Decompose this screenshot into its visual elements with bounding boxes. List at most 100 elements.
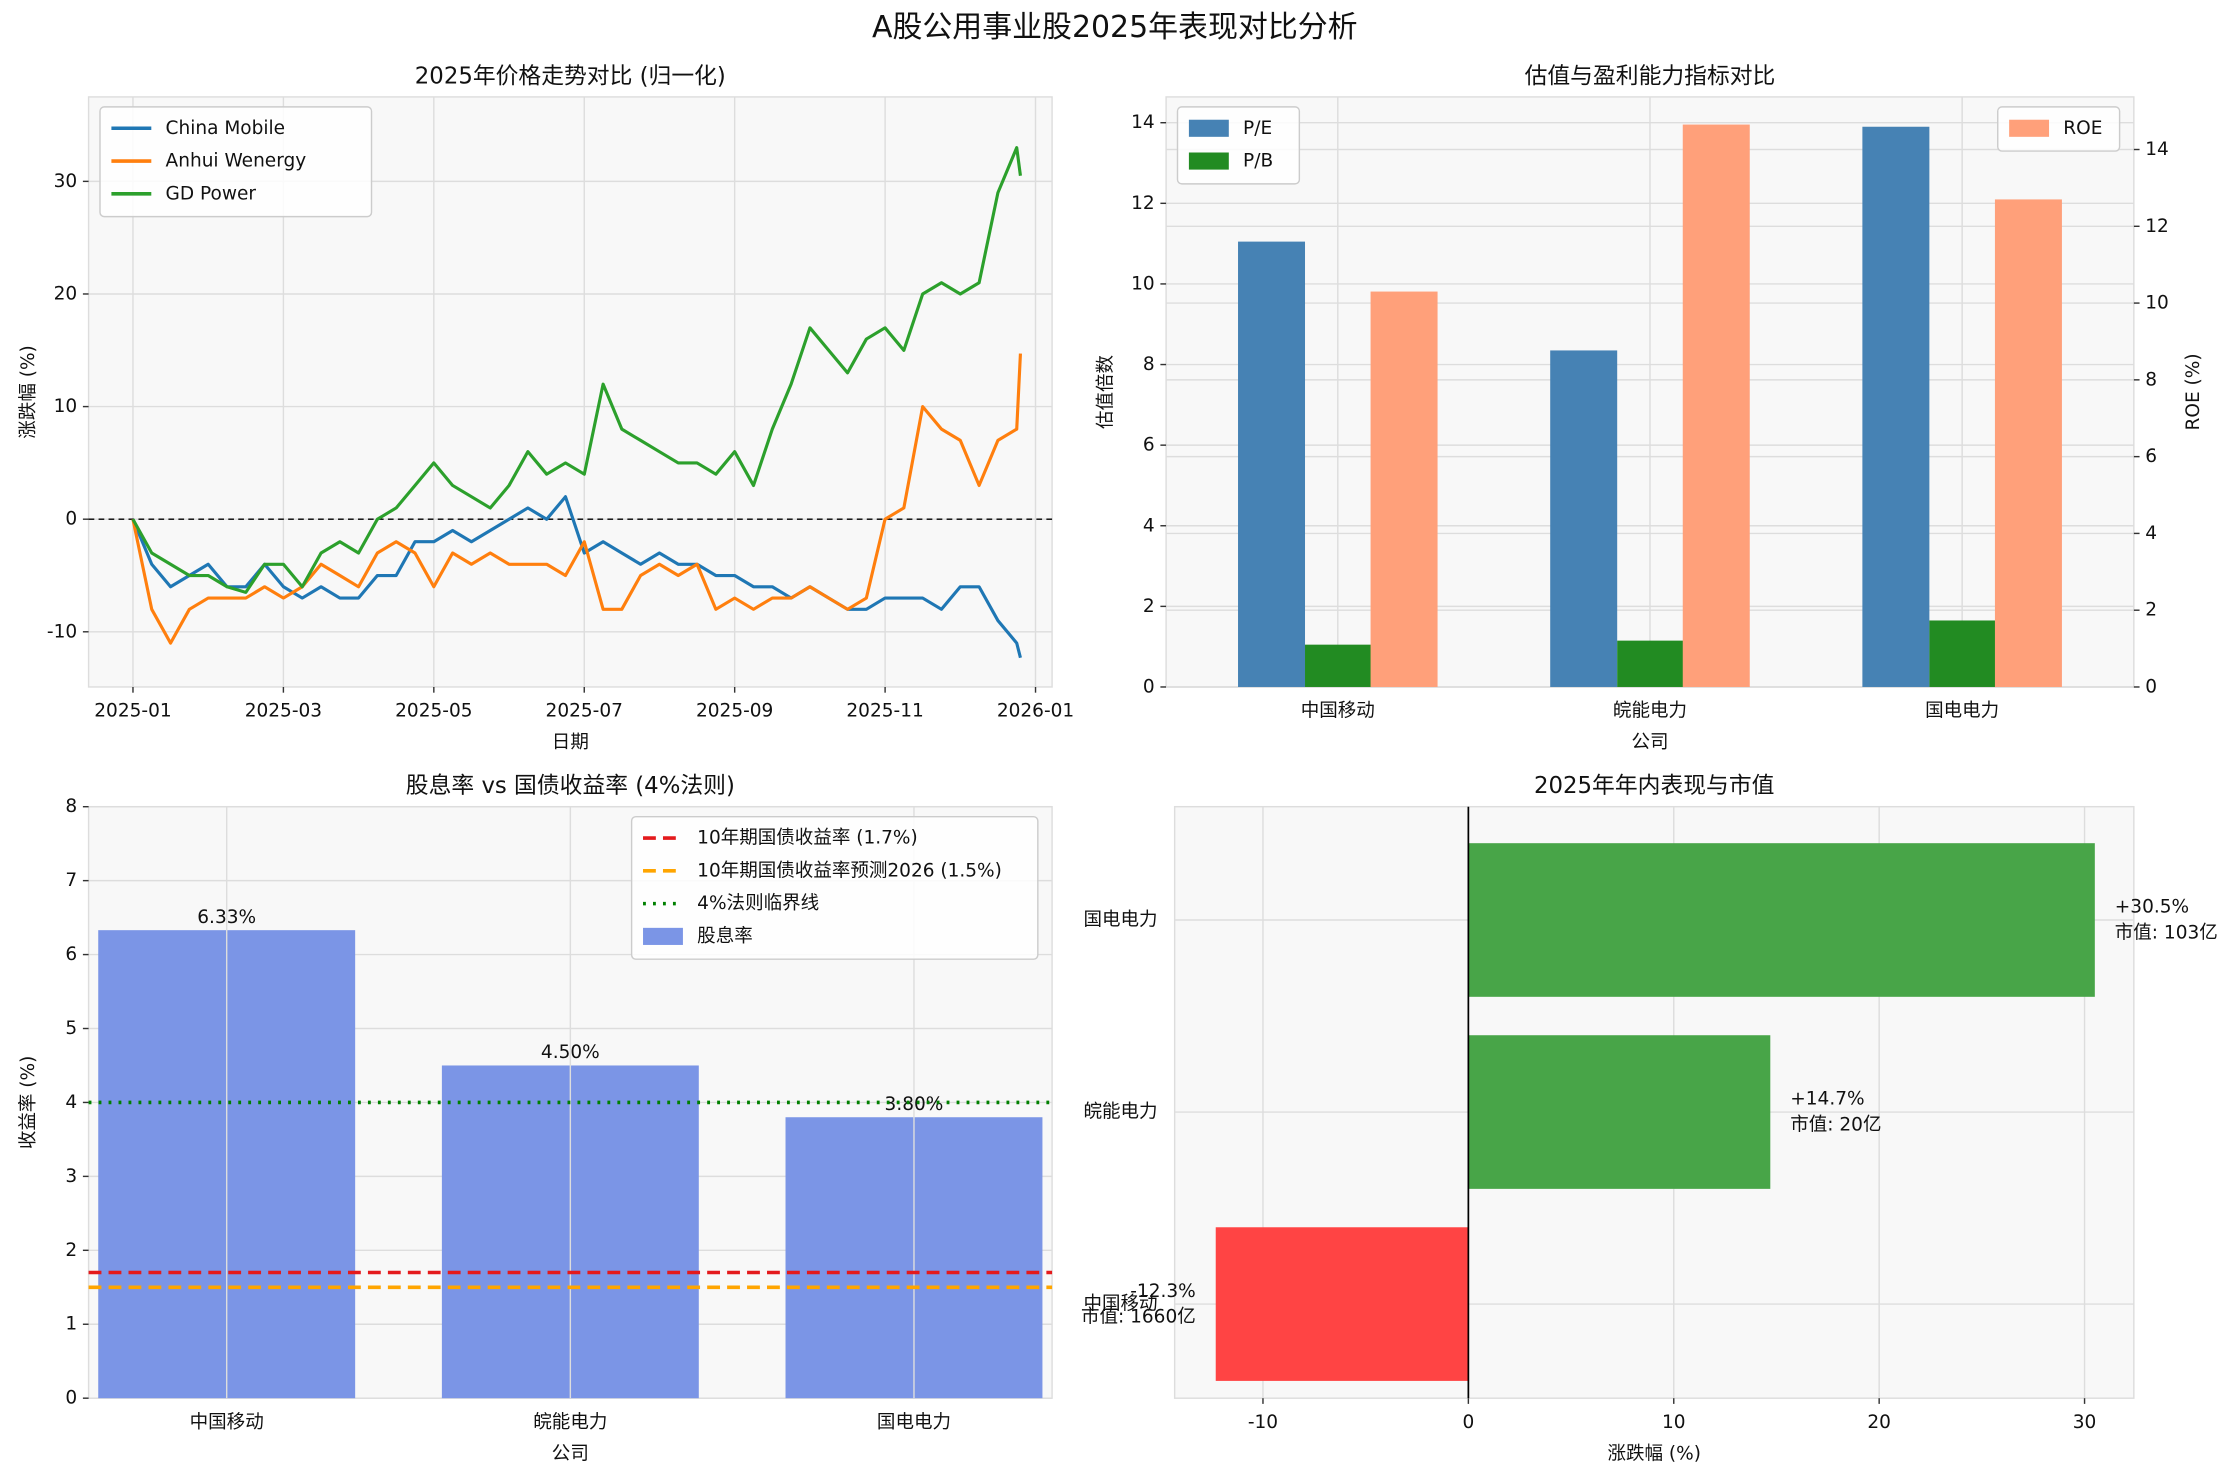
annotation: 市值: 103亿 [2115, 922, 2218, 943]
x-tick-label: 2026-01 [997, 701, 1074, 722]
y-tick-label: 中国移动 [1083, 1294, 1157, 1315]
subplot-title: 2025年价格走势对比 (归一化) [415, 63, 726, 89]
y-tick-label: 4 [2145, 523, 2157, 544]
y-tick-label: 4 [65, 1092, 77, 1113]
y-tick-label: 20 [54, 283, 78, 304]
y-tick-label: 2 [2145, 600, 2157, 621]
y-tick-label: 0 [2145, 676, 2157, 697]
x-tick-label: 中国移动 [190, 1412, 264, 1433]
bar [1929, 620, 1997, 687]
y-tick-label: 30 [54, 171, 78, 192]
series-line [131, 353, 1023, 645]
legend-label: GD Power [166, 183, 257, 204]
y-tick-label: 6 [1143, 435, 1155, 456]
bar [1682, 124, 1750, 687]
legend-swatch [643, 927, 683, 945]
y-tick-label: 14 [2145, 139, 2169, 160]
bar [1468, 843, 2095, 997]
annotation: 市值: 20亿 [1790, 1114, 1881, 1135]
legend-label: ROE [2063, 118, 2102, 139]
x-tick-label: 2025-07 [546, 701, 623, 722]
y-tick-label: 2 [1143, 596, 1155, 617]
x-tick-label: 20 [1867, 1412, 1891, 1433]
x-axis-label: 涨跌幅 (%) [1608, 1443, 1701, 1464]
legend-box [630, 815, 1039, 960]
y-tick-label: 0 [1143, 676, 1155, 697]
value-label: +14.7% [1790, 1089, 1864, 1110]
bar [1468, 1035, 1771, 1189]
y-tick-label: 10 [54, 396, 78, 417]
y-tick-label: -10 [47, 621, 77, 642]
y-tick-label: 1 [65, 1314, 77, 1335]
legend-label: 10年期国债收益率预测2026 (1.5%) [697, 860, 1002, 881]
y-tick-label: 10 [2145, 293, 2169, 314]
y-tick-label: 4 [1143, 515, 1155, 536]
value-label: 6.33% [197, 907, 256, 928]
x-axis-label: 日期 [552, 732, 589, 753]
legend-box [1997, 106, 2121, 152]
subplot-title: 股息率 vs 国债收益率 (4%法则) [406, 773, 735, 799]
x-tick-label: 皖能电力 [1613, 701, 1687, 722]
legend-swatch [1188, 152, 1229, 170]
y-tick-label: 0 [65, 509, 77, 530]
x-tick-label: 2025-01 [94, 701, 171, 722]
legend-box [1176, 106, 1301, 185]
y-tick-label: 12 [1131, 193, 1155, 214]
value-label: 3.80% [885, 1094, 944, 1115]
x-tick-label: 国电电力 [1925, 701, 1999, 722]
y-tick-label: 7 [65, 870, 77, 891]
legend-box [99, 106, 373, 218]
y-tick-label: 6 [65, 944, 77, 965]
legend-swatch [1188, 119, 1229, 137]
x-tick-label: 皖能电力 [533, 1412, 607, 1433]
x-axis-label: 公司 [1631, 732, 1668, 753]
bar [1617, 640, 1685, 687]
y-tick-label: 8 [1143, 354, 1155, 375]
annotation: 市值: 1660亿 [1081, 1306, 1196, 1327]
x-tick-label: 30 [2073, 1412, 2097, 1433]
y-tick-label: 5 [65, 1018, 77, 1039]
y-tick-label: 0 [65, 1388, 77, 1409]
x-tick-label: 2025-11 [846, 701, 923, 722]
legend-label: 10年期国债收益率 (1.7%) [697, 828, 918, 849]
value-label: +30.5% [2115, 897, 2189, 918]
x-tick-label: 2025-03 [245, 701, 322, 722]
y-tick-label: 6 [2145, 446, 2157, 467]
y2-axis-label: ROE (%) [2183, 353, 2204, 430]
x-tick-label: 2025-09 [696, 701, 773, 722]
subplot-title: 估值与盈利能力指标对比 [1525, 63, 1776, 89]
legend-label: 股息率 [697, 926, 753, 947]
legend-label: P/E [1243, 118, 1272, 139]
y-axis-label: 涨跌幅 (%) [18, 345, 39, 438]
value-label: 4.50% [541, 1042, 600, 1063]
x-tick-label: 0 [1462, 1412, 1474, 1433]
series-line [131, 495, 1022, 659]
bar [1305, 644, 1373, 687]
bar [1370, 291, 1438, 687]
value-label: -12.3% [1130, 1281, 1196, 1302]
y-tick-label: 8 [2145, 369, 2157, 390]
legend-label: Anhui Wenergy [166, 151, 307, 172]
bar [1238, 241, 1306, 687]
y-tick-label: 12 [2145, 216, 2169, 237]
x-tick-label: -10 [1248, 1412, 1278, 1433]
legend-label: China Mobile [166, 118, 286, 139]
legend-swatch [2009, 119, 2050, 137]
x-tick-label: 10 [1662, 1412, 1686, 1433]
x-axis-label: 公司 [552, 1443, 589, 1464]
y-tick-label: 8 [65, 796, 77, 817]
y-tick-label: 2 [65, 1240, 77, 1261]
bar [1215, 1227, 1469, 1381]
y-tick-label: 14 [1131, 112, 1155, 133]
y-tick-label: 皖能电力 [1083, 1102, 1157, 1123]
subplot-title: 2025年年内表现与市值 [1534, 773, 1774, 799]
bar [1862, 126, 1930, 687]
y-tick-label: 3 [65, 1166, 77, 1187]
series-line [131, 146, 1022, 594]
x-tick-label: 国电电力 [877, 1412, 951, 1433]
legend-label: P/B [1243, 151, 1273, 172]
bar [1994, 199, 2062, 687]
y-tick-label: 国电电力 [1083, 910, 1157, 931]
